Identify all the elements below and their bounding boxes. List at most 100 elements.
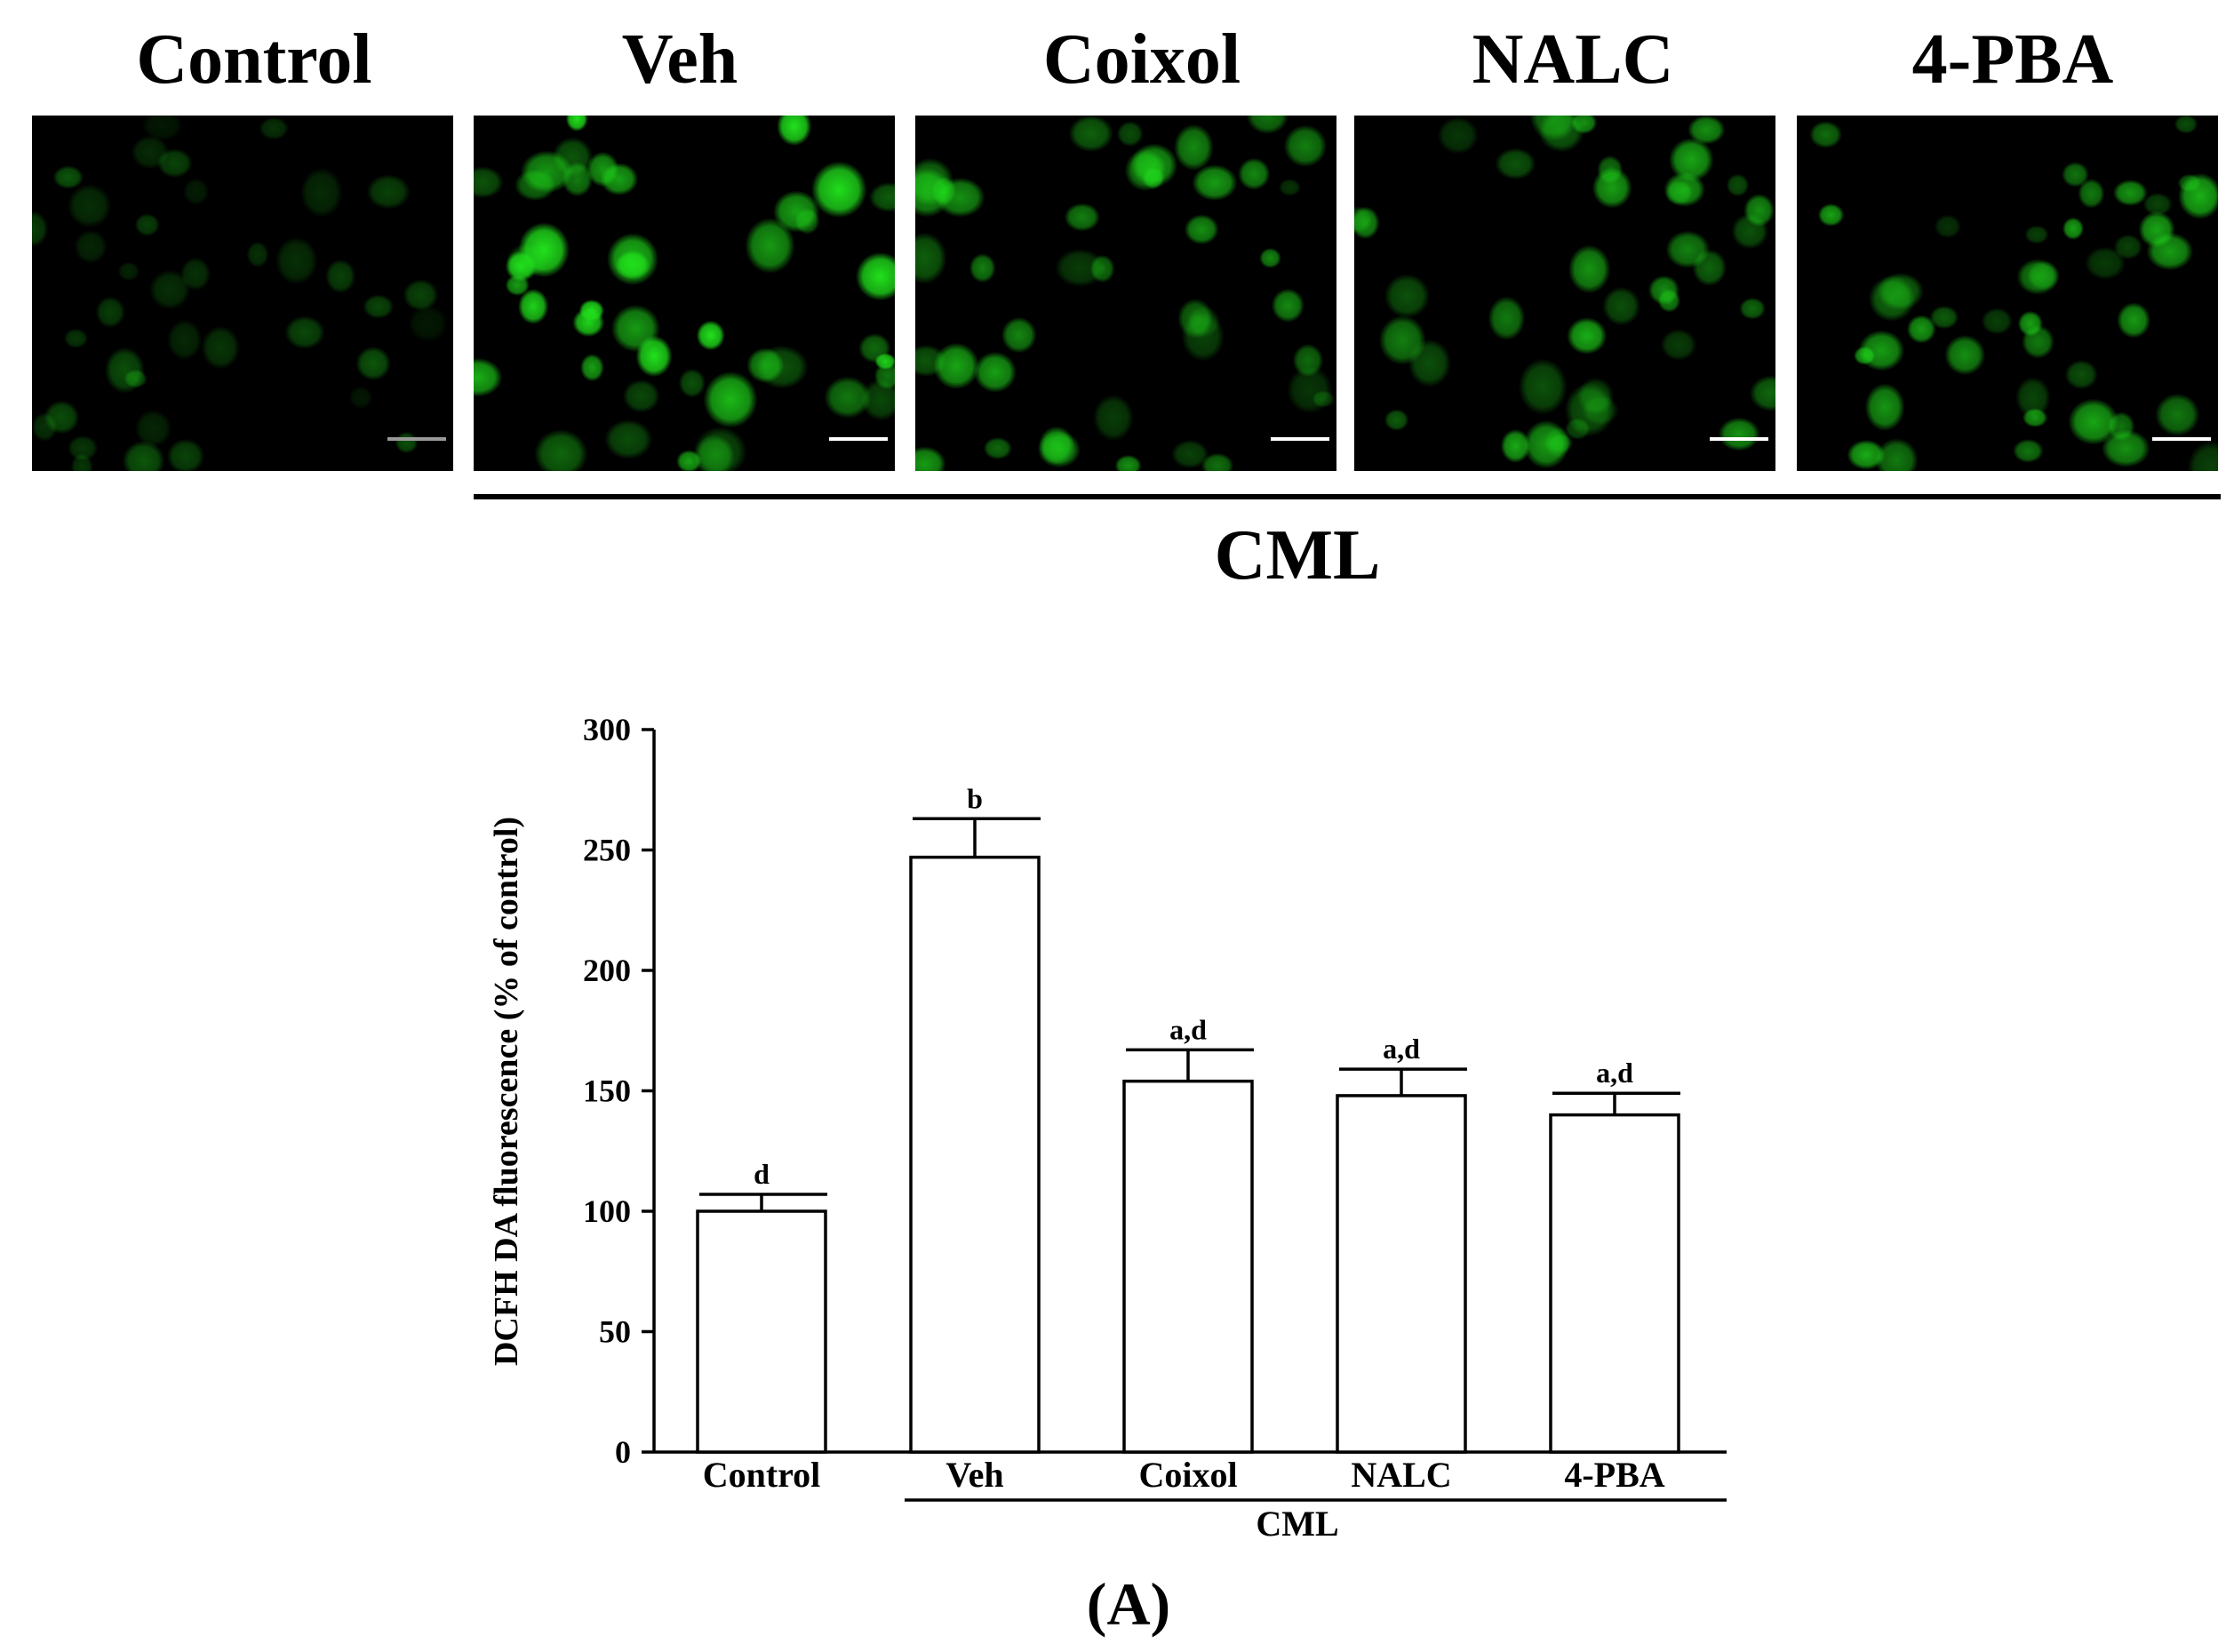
micrograph-veh-svg (474, 116, 895, 471)
cell (1934, 214, 1961, 239)
cell (1726, 173, 1750, 197)
group-bracket-top (474, 494, 2221, 499)
scale-bar (2152, 437, 2211, 441)
cell (915, 168, 953, 218)
cell (2107, 411, 2135, 442)
cell (246, 241, 269, 268)
bar (1336, 1094, 1467, 1454)
cell (1577, 377, 1615, 415)
significance-label: d (754, 1158, 770, 1190)
y-tick-label: 200 (583, 953, 631, 988)
cell (915, 232, 947, 284)
panel-label-coixol: Coixol (1042, 20, 1241, 99)
cell (2146, 232, 2194, 271)
bar (909, 855, 1041, 1454)
significance-label: b (967, 782, 983, 814)
significance-label: a,d (1383, 1033, 1420, 1065)
cell (1544, 427, 1571, 459)
cell (1875, 438, 1919, 471)
cell (745, 218, 795, 274)
bar (1122, 1079, 1254, 1454)
cell (1657, 289, 1681, 313)
cell (1259, 248, 1281, 268)
micrograph-nalc-svg (1354, 116, 1775, 469)
category-label: 4-PBA (1564, 1455, 1664, 1495)
cell (1037, 431, 1081, 468)
micrograph-veh (474, 116, 895, 471)
cell (1944, 334, 1986, 376)
cell (1864, 383, 1905, 432)
cell (68, 435, 99, 461)
cell (1669, 138, 1714, 182)
cell (2142, 192, 2173, 216)
cell (2013, 439, 2044, 463)
cell (933, 342, 980, 390)
cell (1981, 307, 2013, 335)
cell (1201, 452, 1234, 471)
y-tick-label: 0 (615, 1434, 631, 1470)
cell (1538, 116, 1584, 153)
micrograph-control-svg (32, 116, 448, 471)
panel-label-control: Control (136, 20, 372, 99)
panel-label-veh: Veh (621, 20, 738, 99)
cell (1906, 315, 1936, 344)
cell (1055, 248, 1105, 287)
cell (1488, 296, 1526, 340)
cell (1238, 157, 1271, 190)
cell (1519, 358, 1568, 415)
group-label-top: CML (1214, 516, 1381, 595)
cell (1192, 164, 1238, 201)
cell (1279, 179, 1301, 196)
y-tick-label: 300 (583, 712, 631, 747)
cell (572, 307, 605, 338)
micrograph-4pba-svg (1809, 116, 2218, 471)
cell (1592, 167, 1632, 209)
cell (1817, 204, 1845, 227)
cell (2016, 259, 2059, 295)
cell (604, 419, 653, 459)
cell (63, 328, 88, 348)
cell (703, 371, 758, 428)
category-label: NALC (1351, 1455, 1451, 1495)
cell (149, 269, 191, 310)
panel-label-nalc: NALC (1472, 20, 1674, 99)
cell (1283, 124, 1328, 167)
cell (505, 274, 530, 296)
cell (2022, 408, 2048, 427)
cell (355, 346, 391, 381)
bar (1549, 1113, 1680, 1454)
cell (167, 319, 203, 361)
cell (1665, 230, 1711, 268)
cell (507, 243, 547, 278)
y-axis-label: DCFH DA fluorescence (% of control) (488, 817, 525, 1366)
cell (2024, 225, 2049, 244)
cell (117, 261, 140, 282)
cell (610, 304, 660, 353)
cell (300, 167, 343, 218)
cell (474, 166, 504, 199)
figure-label: (A) (1086, 1570, 1171, 1638)
cell (1129, 143, 1178, 188)
cell (95, 296, 125, 328)
micrograph-nalc (1354, 116, 1775, 471)
y-tick-label: 250 (583, 833, 631, 868)
cell (284, 315, 325, 349)
cell (1384, 409, 1409, 431)
group-label-chart: CML (1256, 1504, 1338, 1544)
cell (1246, 116, 1289, 134)
cell (2102, 429, 2150, 467)
panel-label-4pba: 4-PBA (1911, 20, 2114, 99)
cell (2064, 360, 2098, 390)
cell (259, 116, 289, 140)
cell (974, 351, 1017, 393)
cell (2062, 217, 2085, 240)
cell (1868, 275, 1916, 322)
cell (1664, 172, 1705, 207)
cell (969, 253, 996, 283)
cell (2078, 179, 2105, 209)
cell (275, 236, 318, 285)
cell (1312, 390, 1335, 408)
cell (874, 362, 895, 390)
cell (1731, 213, 1768, 250)
